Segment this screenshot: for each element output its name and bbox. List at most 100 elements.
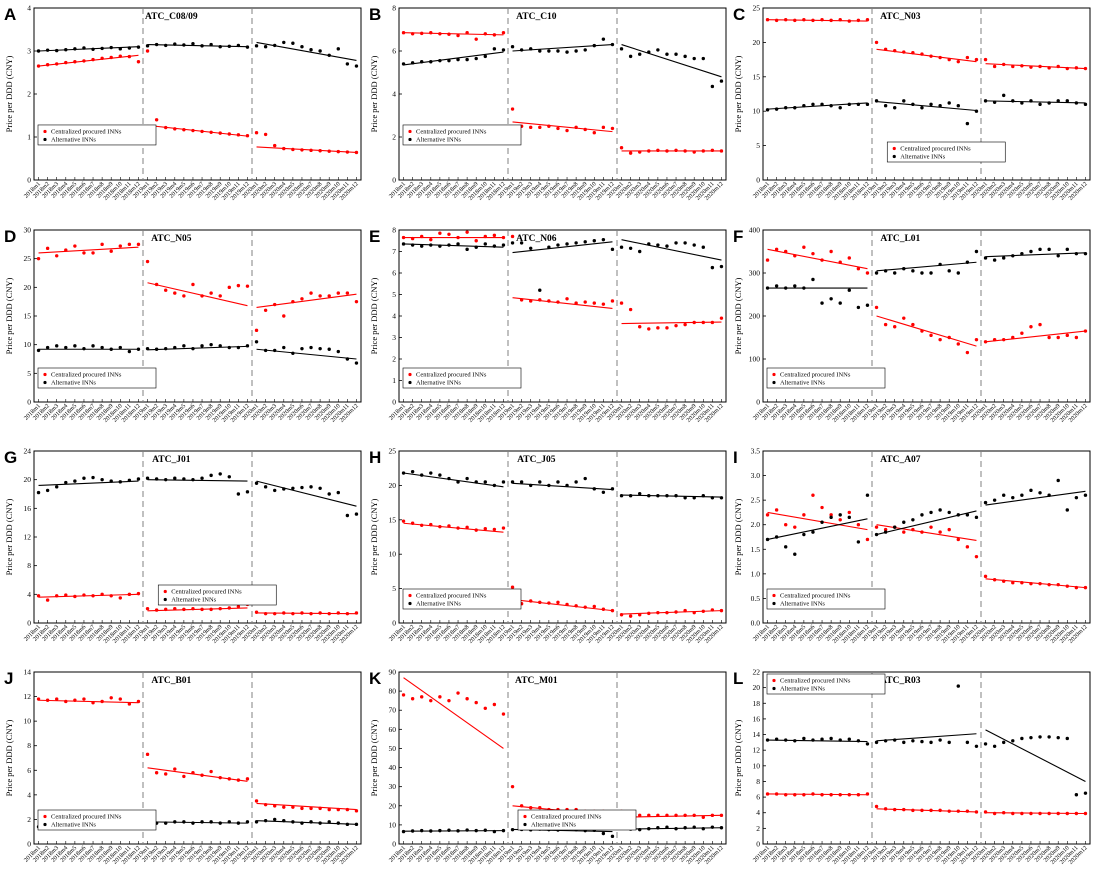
centralized-point bbox=[974, 57, 979, 62]
alternative-point bbox=[1047, 247, 1051, 252]
centralized-point bbox=[547, 299, 551, 303]
legend-marker-centralized bbox=[43, 129, 47, 134]
centralized-point bbox=[465, 525, 469, 530]
y-tick-label: 6 bbox=[392, 269, 396, 278]
alternative-point bbox=[1029, 735, 1033, 740]
centralized-point bbox=[191, 606, 195, 611]
centralized-point bbox=[492, 33, 497, 37]
centralized-point bbox=[82, 697, 86, 701]
centralized-point bbox=[438, 231, 442, 235]
alternative-point bbox=[401, 62, 406, 66]
centralized-point bbox=[719, 608, 724, 613]
alternative-point bbox=[254, 481, 259, 485]
centralized-point bbox=[847, 793, 851, 797]
centralized-point bbox=[45, 246, 50, 251]
alternative-point bbox=[82, 46, 86, 50]
alternative-point bbox=[465, 828, 469, 832]
centralized-point bbox=[91, 594, 95, 598]
alternative-trend-line bbox=[403, 472, 504, 488]
centralized-point bbox=[227, 606, 231, 610]
centralized-point bbox=[774, 247, 779, 252]
centralized-point bbox=[865, 17, 870, 22]
centralized-trend-line bbox=[512, 121, 613, 133]
centralized-point bbox=[601, 607, 606, 611]
centralized-point bbox=[291, 611, 295, 616]
y-tick-label: 20 bbox=[24, 475, 32, 484]
centralized-point bbox=[547, 124, 551, 128]
y-tick-label: 2 bbox=[756, 824, 760, 833]
centralized-point bbox=[883, 527, 888, 532]
alternative-point bbox=[182, 820, 186, 824]
centralized-point bbox=[865, 792, 870, 796]
centralized-trend-line bbox=[403, 32, 504, 36]
centralized-point bbox=[838, 793, 842, 797]
centralized-point bbox=[145, 752, 150, 757]
alternative-point bbox=[583, 476, 587, 481]
alternative-point bbox=[574, 480, 578, 484]
centralized-point bbox=[309, 611, 313, 616]
centralized-point bbox=[420, 695, 424, 699]
y-tick-label: 0 bbox=[27, 840, 31, 849]
centralized-point bbox=[820, 793, 824, 797]
alternative-point bbox=[109, 347, 113, 351]
alternative-point bbox=[865, 303, 870, 307]
centralized-point bbox=[710, 320, 715, 325]
centralized-point bbox=[1056, 582, 1060, 587]
centralized-point bbox=[992, 337, 997, 342]
centralized-point bbox=[1074, 66, 1079, 70]
centralized-point bbox=[547, 601, 551, 605]
alternative-point bbox=[438, 828, 442, 833]
alternative-point bbox=[447, 476, 451, 481]
alternative-point bbox=[820, 520, 824, 524]
centralized-point bbox=[182, 774, 186, 779]
alternative-point bbox=[209, 42, 213, 47]
y-tick-label: 1.0 bbox=[751, 569, 761, 578]
panel-letter: G bbox=[4, 448, 17, 467]
centralized-point bbox=[173, 291, 177, 295]
centralized-point bbox=[254, 799, 259, 803]
centralized-point bbox=[956, 809, 960, 813]
alternative-point bbox=[719, 496, 724, 500]
alternative-point bbox=[619, 245, 624, 249]
alternative-point bbox=[565, 50, 569, 54]
centralized-point bbox=[883, 47, 888, 51]
centralized-point bbox=[73, 60, 77, 64]
centralized-point bbox=[911, 527, 915, 532]
legend-marker-centralized bbox=[408, 593, 412, 598]
centralized-point bbox=[263, 308, 268, 312]
chart-title: ATC_N05 bbox=[151, 234, 192, 244]
centralized-point bbox=[254, 328, 259, 333]
alternative-point bbox=[1029, 249, 1033, 254]
alternative-point bbox=[874, 99, 879, 103]
centralized-point bbox=[429, 698, 433, 703]
alternative-point bbox=[492, 244, 497, 248]
alternative-trend-line bbox=[147, 44, 248, 48]
centralized-point bbox=[345, 150, 350, 154]
alternative-point bbox=[64, 48, 68, 52]
centralized-point bbox=[838, 17, 842, 22]
alternative-point bbox=[974, 744, 979, 748]
alternative-trend-line bbox=[38, 46, 139, 52]
centralized-point bbox=[483, 234, 487, 239]
alternative-point bbox=[127, 349, 132, 354]
centralized-point bbox=[209, 607, 213, 612]
alternative-point bbox=[619, 494, 624, 498]
alternative-point bbox=[965, 740, 970, 745]
alternative-point bbox=[811, 530, 815, 534]
centralized-point bbox=[701, 149, 705, 153]
alternative-point bbox=[656, 243, 660, 247]
legend-marker-alternative bbox=[408, 380, 412, 385]
alternative-point bbox=[109, 479, 113, 483]
alternative-trend-line bbox=[403, 51, 504, 66]
alternative-point bbox=[410, 61, 415, 65]
alternative-point bbox=[309, 48, 313, 52]
centralized-point bbox=[127, 242, 132, 247]
alternative-point bbox=[874, 740, 879, 745]
alternative-point bbox=[492, 483, 497, 488]
centralized-point bbox=[420, 31, 424, 36]
alternative-point bbox=[774, 737, 779, 741]
centralized-point bbox=[847, 510, 851, 515]
alternative-point bbox=[547, 245, 551, 249]
